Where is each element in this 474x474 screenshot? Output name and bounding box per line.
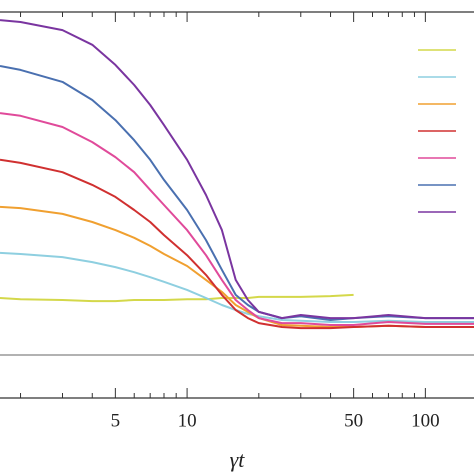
series-line xyxy=(0,293,354,303)
series-line xyxy=(0,205,474,328)
series-line xyxy=(0,251,474,323)
series-line xyxy=(0,19,474,320)
x-tick-label: 5 xyxy=(111,410,121,431)
x-tick-label: 100 xyxy=(411,410,440,431)
x-tick-label: 50 xyxy=(344,410,363,431)
series-line xyxy=(0,158,474,330)
x-tick-label: 10 xyxy=(178,410,197,431)
series-line xyxy=(0,112,474,326)
x-axis-label: γt xyxy=(230,447,246,472)
